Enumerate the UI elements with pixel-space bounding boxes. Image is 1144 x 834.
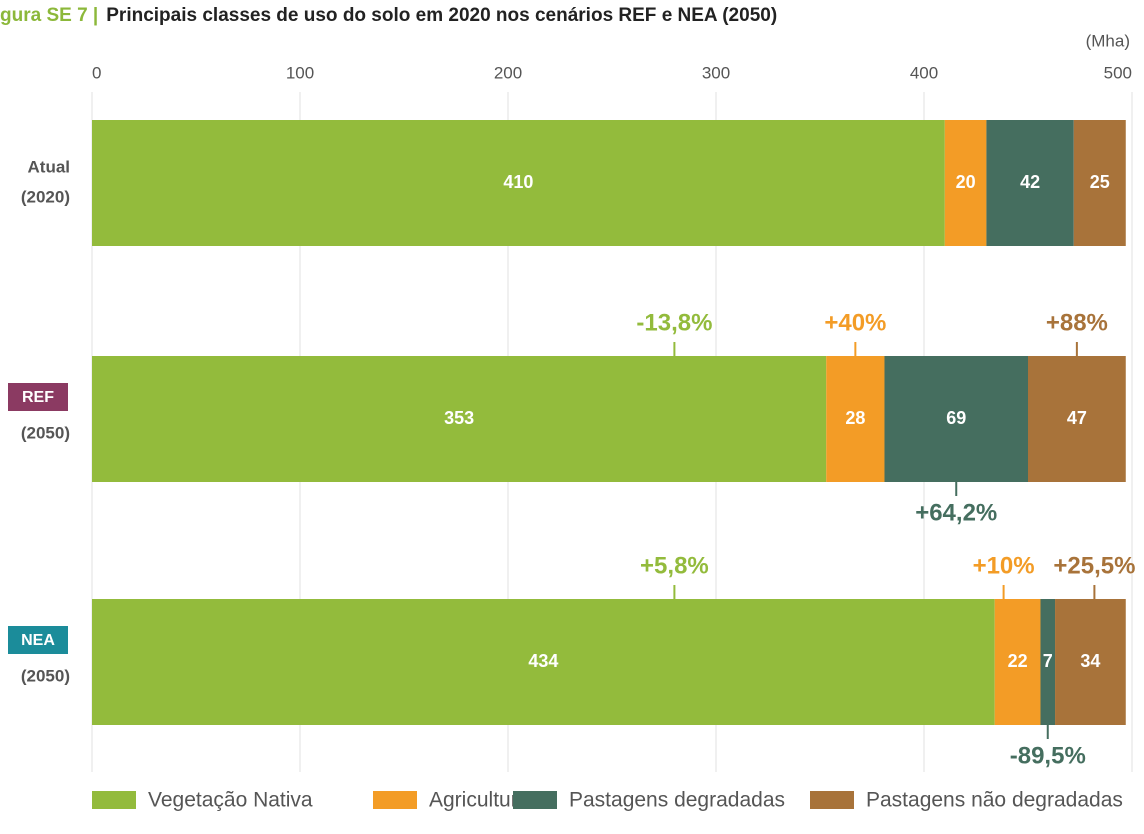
bar-segment bbox=[994, 599, 1041, 725]
bar-segment bbox=[92, 120, 945, 246]
legend-label: Pastagens degradadas bbox=[569, 789, 785, 812]
change-annotation: +10% bbox=[973, 552, 1035, 579]
x-tick-label: 200 bbox=[494, 63, 522, 82]
bar-segment bbox=[1055, 599, 1126, 725]
x-tick-label: 100 bbox=[286, 63, 314, 82]
data-label: 7 bbox=[1043, 651, 1053, 671]
x-tick-label: 0 bbox=[92, 63, 101, 82]
legend-swatch bbox=[373, 791, 417, 809]
bar-segment bbox=[92, 599, 995, 725]
data-label: 434 bbox=[528, 651, 558, 671]
category-year: (2050) bbox=[21, 666, 70, 685]
change-annotation: -13,8% bbox=[636, 309, 712, 336]
legend-label: Pastagens não degradadas bbox=[866, 789, 1123, 812]
bar-segment bbox=[1073, 120, 1126, 246]
category-label: Atual bbox=[28, 157, 71, 176]
bar-segment bbox=[1040, 599, 1056, 725]
data-label: 22 bbox=[1008, 651, 1028, 671]
bar-segment bbox=[92, 356, 827, 482]
category-label: REF bbox=[22, 389, 54, 406]
change-annotation: +5,8% bbox=[640, 552, 709, 579]
chart-title: gura SE 7 | Principais classes de uso do … bbox=[0, 5, 777, 26]
bar-segment bbox=[1028, 356, 1126, 482]
unit-label: (Mha) bbox=[1086, 31, 1130, 50]
category-badge bbox=[8, 626, 68, 654]
bar-segment bbox=[944, 120, 987, 246]
category-year: (2020) bbox=[21, 187, 70, 206]
legend-label: Vegetação Nativa bbox=[148, 789, 313, 812]
bar-segment bbox=[884, 356, 1028, 482]
legend-label: Agricultura bbox=[429, 789, 530, 812]
data-label: 20 bbox=[956, 172, 976, 192]
change-annotation: -89,5% bbox=[1010, 742, 1086, 769]
bar-segment bbox=[826, 356, 885, 482]
category-year: (2050) bbox=[21, 423, 70, 442]
change-annotation: +40% bbox=[824, 309, 886, 336]
data-label: 28 bbox=[845, 408, 865, 428]
x-tick-label: 400 bbox=[910, 63, 938, 82]
data-label: 47 bbox=[1067, 408, 1087, 428]
data-label: 25 bbox=[1090, 172, 1110, 192]
legend-swatch bbox=[92, 791, 136, 809]
data-label: 42 bbox=[1020, 172, 1040, 192]
bar-segment bbox=[986, 120, 1074, 246]
change-annotation: +64,2% bbox=[915, 499, 997, 526]
data-label: 353 bbox=[444, 408, 474, 428]
legend-swatch bbox=[513, 791, 557, 809]
category-badge bbox=[8, 383, 68, 411]
legend-swatch bbox=[810, 791, 854, 809]
x-tick-label: 300 bbox=[702, 63, 730, 82]
data-label: 34 bbox=[1080, 651, 1100, 671]
figure-label: gura SE 7 | bbox=[0, 5, 98, 26]
x-tick-label: 500 bbox=[1104, 63, 1132, 82]
data-label: 410 bbox=[503, 172, 533, 192]
data-label: 69 bbox=[946, 408, 966, 428]
change-annotation: +88% bbox=[1046, 309, 1108, 336]
title: Principais classes de uso do solo em 202… bbox=[106, 5, 777, 26]
change-annotation: +25,5% bbox=[1053, 552, 1135, 579]
category-label: NEA bbox=[21, 632, 55, 649]
